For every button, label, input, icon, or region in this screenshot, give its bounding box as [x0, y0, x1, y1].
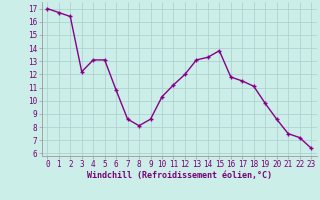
X-axis label: Windchill (Refroidissement éolien,°C): Windchill (Refroidissement éolien,°C): [87, 171, 272, 180]
